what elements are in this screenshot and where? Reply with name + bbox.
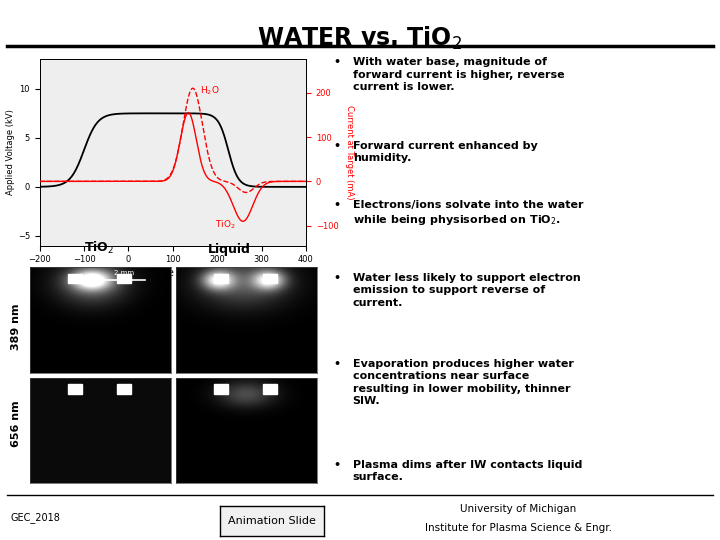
X-axis label: Time (ns): Time (ns) <box>150 267 196 277</box>
Text: •: • <box>333 141 341 151</box>
Bar <box>117 274 131 283</box>
Text: 389 nm: 389 nm <box>11 303 21 350</box>
Bar <box>264 274 277 283</box>
Bar <box>215 274 228 283</box>
Bar <box>215 384 228 394</box>
Bar <box>264 384 277 394</box>
Bar <box>68 274 82 283</box>
Text: Liquid: Liquid <box>207 244 251 256</box>
Bar <box>68 384 82 394</box>
Text: With water base, magnitude of
forward current is higher, reverse
current is lowe: With water base, magnitude of forward cu… <box>353 57 564 92</box>
Bar <box>117 384 131 394</box>
Text: GEC_2018: GEC_2018 <box>11 512 60 523</box>
Text: WATER vs. TiO$_2$: WATER vs. TiO$_2$ <box>258 24 462 51</box>
Text: Water less likely to support electron
emission to support reverse of
current.: Water less likely to support electron em… <box>353 273 580 308</box>
Text: Electrons/ions solvate into the water
while being physisorbed on TiO$_2$.: Electrons/ions solvate into the water wh… <box>353 200 583 227</box>
Text: Institute for Plasma Science & Engr.: Institute for Plasma Science & Engr. <box>425 523 612 533</box>
Text: TiO$_2$: TiO$_2$ <box>215 218 235 231</box>
Text: Forward current enhanced by
humidity.: Forward current enhanced by humidity. <box>353 141 537 164</box>
Text: H$_2$O: H$_2$O <box>200 85 220 97</box>
Text: •: • <box>333 359 341 369</box>
Text: TiO$_2$: TiO$_2$ <box>84 240 114 256</box>
Text: University of Michigan: University of Michigan <box>460 504 577 514</box>
Text: Evaporation produces higher water
concentrations near surface
resulting in lower: Evaporation produces higher water concen… <box>353 359 574 406</box>
Text: •: • <box>333 273 341 283</box>
Text: •: • <box>333 460 341 470</box>
Y-axis label: Applied Voltage (kV): Applied Voltage (kV) <box>6 110 15 195</box>
Y-axis label: Current at Target (mA): Current at Target (mA) <box>345 105 354 200</box>
Text: •: • <box>333 200 341 211</box>
Text: Animation Slide: Animation Slide <box>228 516 316 526</box>
Text: 2 mm: 2 mm <box>114 269 135 276</box>
Text: 656 nm: 656 nm <box>11 401 21 447</box>
Text: Plasma dims after IW contacts liquid
surface.: Plasma dims after IW contacts liquid sur… <box>353 460 582 483</box>
Text: •: • <box>333 57 341 68</box>
